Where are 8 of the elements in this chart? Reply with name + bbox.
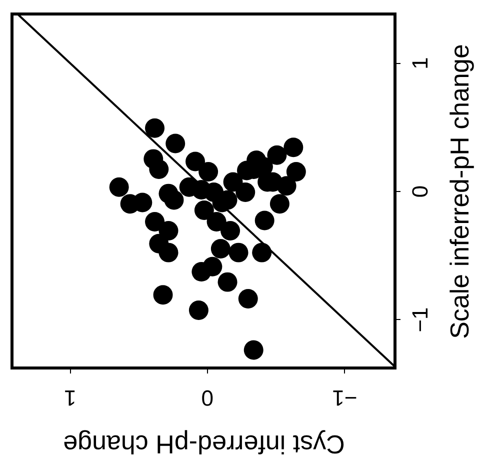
x-tick-label: −1 [332,386,358,410]
y-tick-label: 0 [408,185,432,198]
y-axis-title: Scale inferred-pH change [444,44,474,339]
x-tick-label: 1 [64,386,76,410]
y-tick-label: 1 [408,57,432,70]
y-tick-label: −1 [408,307,432,332]
x-axis-title: Cyst inferred-pH change [63,430,345,460]
x-tick-label: 0 [201,386,214,410]
